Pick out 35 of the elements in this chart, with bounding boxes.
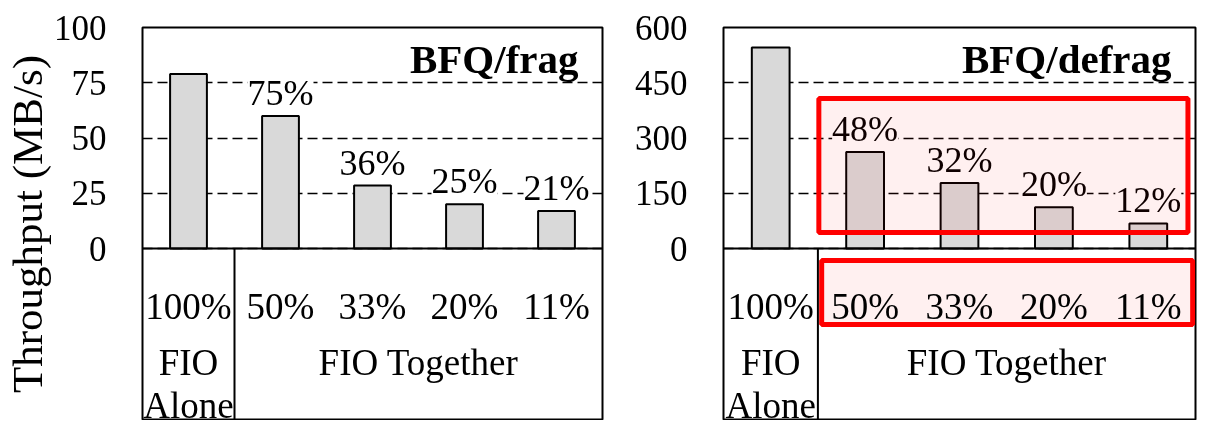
text: FIO Together (318, 341, 518, 383)
annotation: 32% (926, 139, 993, 180)
annotation: 21% (523, 167, 590, 208)
text: FIO Alone (725, 341, 816, 422)
x-tick-label: 100% (145, 285, 232, 327)
annotation: 36% (339, 142, 406, 183)
x-tick-label: 20% (430, 285, 499, 327)
x-tick-label: 100% (727, 285, 814, 327)
text: FIO Alone (143, 341, 234, 422)
y-tick-label: 0 (89, 229, 107, 269)
x-tick-label: 20% (1019, 285, 1088, 327)
y-tick-label: 450 (635, 63, 688, 103)
y-tick-label: 75 (71, 63, 107, 103)
y-axis-title: Throughput (MB/s) (4, 54, 52, 394)
x-tick-label: 11% (1115, 285, 1182, 327)
annotation: 75% (247, 72, 314, 113)
x-tick-label: 33% (925, 285, 994, 327)
x-tick-label: 11% (523, 285, 590, 327)
annotation: 25% (431, 161, 498, 202)
annotation: 48% (832, 109, 899, 149)
x-tick-label: 50% (246, 285, 315, 327)
y-tick-label: 150 (635, 174, 688, 214)
y-tick-label: 300 (635, 119, 688, 158)
y-tick-label: 25 (71, 174, 107, 214)
annotation: 12% (1115, 180, 1182, 221)
chart-title: BFQ/defrag (961, 35, 1172, 82)
y-tick-label: 100 (54, 8, 107, 48)
x-tick-label: 33% (338, 285, 407, 327)
annotation: 20% (1020, 164, 1087, 205)
y-tick-label: 600 (635, 8, 688, 48)
y-tick-label: 0 (670, 229, 688, 269)
y-tick-label: 50 (71, 119, 107, 158)
chart-title: BFQ/frag (409, 35, 579, 82)
text: FIO Together (906, 341, 1106, 383)
x-tick-label: 50% (831, 285, 900, 327)
